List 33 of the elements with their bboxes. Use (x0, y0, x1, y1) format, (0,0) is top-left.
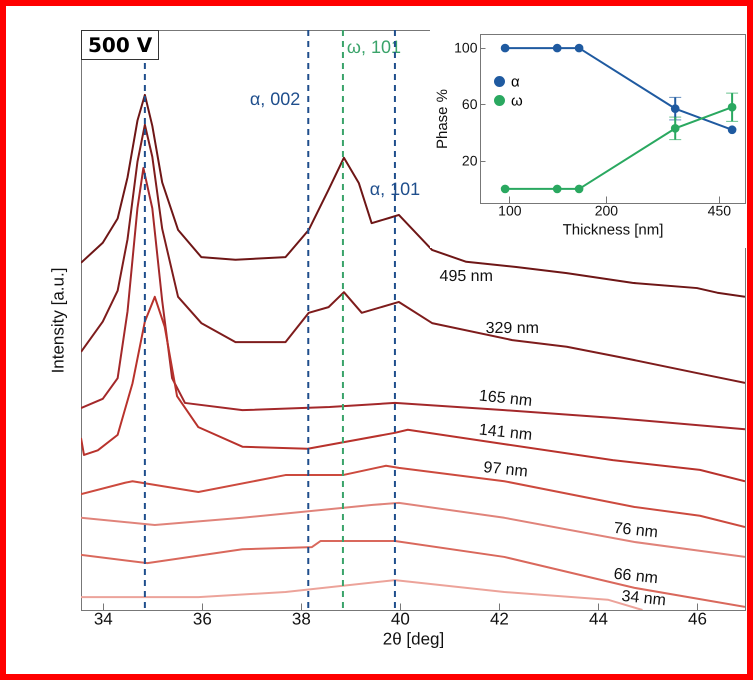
series-label: 495 nm (440, 268, 493, 285)
y-tick-label: 20 (462, 152, 478, 168)
y-tick-label: 100 (454, 40, 478, 56)
text: 141 nm (478, 421, 533, 444)
x-tick-label: 42 (490, 610, 509, 628)
x-axis-title: 2θ [deg] (382, 630, 444, 648)
y-tick-label: 60 (462, 96, 478, 112)
ref-line-label: ω, 101 (346, 37, 402, 57)
point (552, 184, 562, 194)
x-tick-label: 40 (390, 610, 410, 628)
point (728, 125, 736, 134)
point (552, 44, 562, 52)
x-tick-label: 46 (688, 610, 707, 628)
y-axis-title: Phase % (434, 88, 452, 150)
x-tick-label: 450 (708, 202, 732, 218)
series-label: 329 nm (486, 320, 539, 338)
text: 165 nm (478, 387, 533, 410)
x-tick-label: 38 (292, 610, 311, 628)
text: 66 nm (612, 566, 659, 588)
text: 34 nm (620, 588, 667, 610)
y-axis-title: Intensity [a.u.] (48, 268, 68, 374)
legend-label: ω (511, 92, 523, 110)
legend-label: α (511, 74, 520, 90)
x-axis-title: Thickness [nm] (562, 222, 664, 238)
x-tick-label: 100 (498, 202, 522, 218)
x-tick-label: 200 (594, 202, 618, 218)
x-tick-label: 44 (588, 610, 608, 628)
text: 500 V (81, 30, 160, 60)
x-tick-label: 34 (94, 610, 113, 628)
ref-line-label: α, 002 (250, 89, 300, 109)
text: 97 nm (482, 459, 529, 481)
text: 76 nm (612, 520, 659, 542)
x-tick-label: 36 (192, 610, 212, 628)
